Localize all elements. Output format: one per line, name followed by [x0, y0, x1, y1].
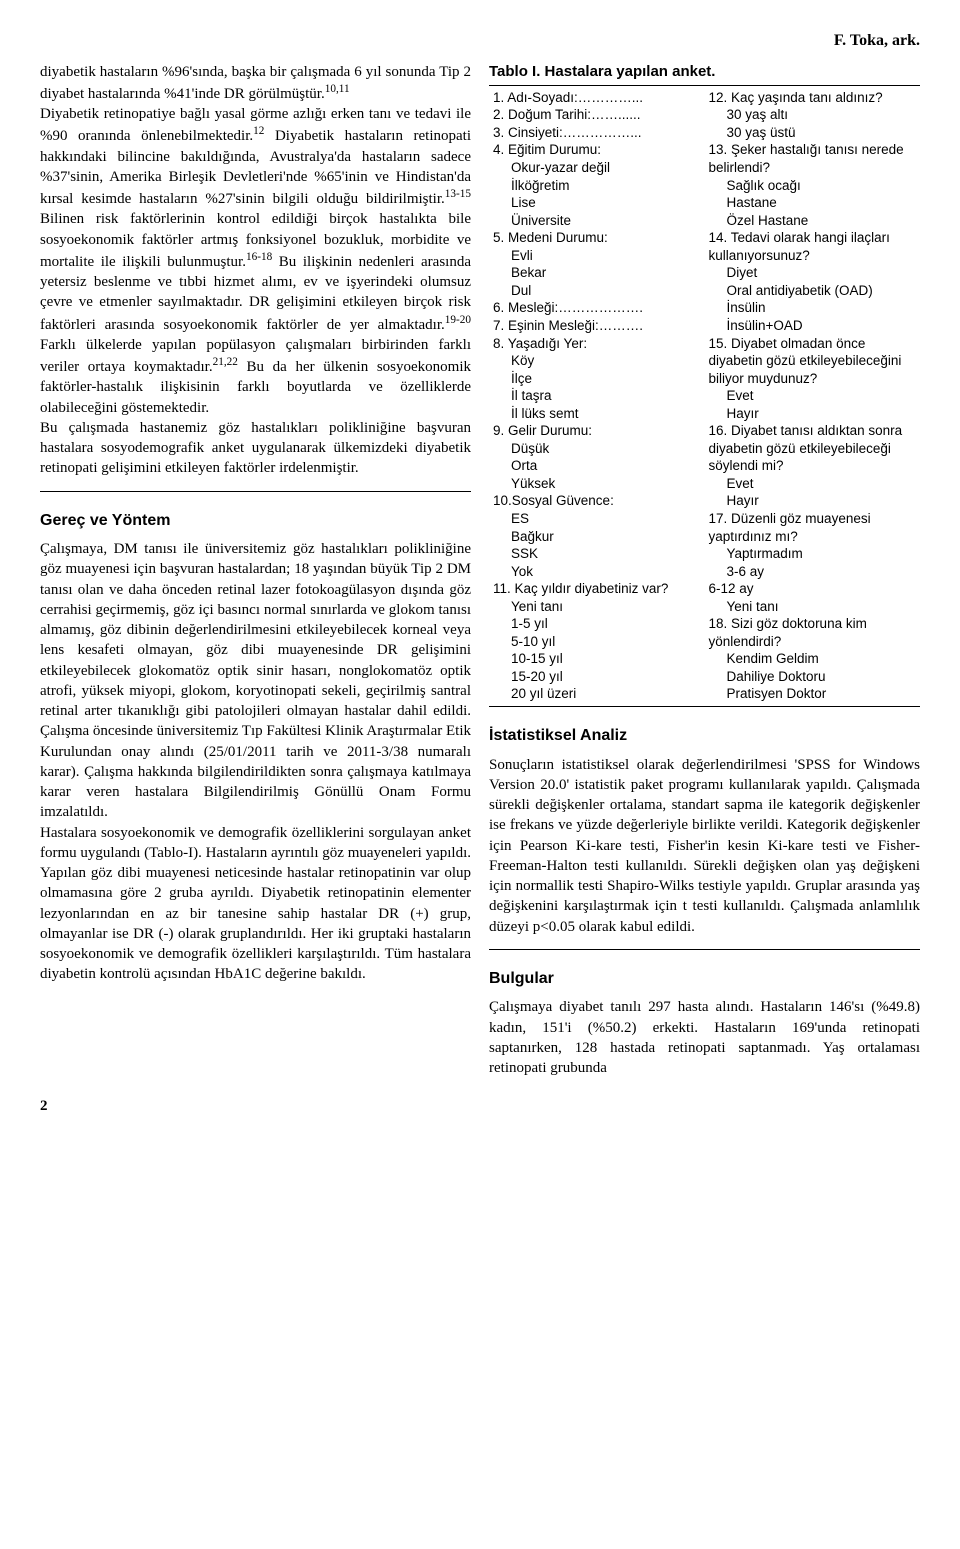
survey-line: 6. Mesleği:………………. [493, 299, 701, 317]
two-column-layout: diyabetik hastaların %96'sında, başka bi… [40, 62, 920, 1079]
stats-paragraph: Sonuçların istatistiksel olarak değerlen… [489, 755, 920, 937]
left-column: diyabetik hastaların %96'sında, başka bi… [40, 62, 471, 1079]
survey-line: 5. Medeni Durumu: [493, 229, 701, 247]
survey-line: Evet [709, 387, 917, 405]
survey-line: 14. Tedavi olarak hangi ilaçları kullanı… [709, 229, 917, 264]
results-paragraph: Çalışmaya diyabet tanılı 297 hasta alınd… [489, 997, 920, 1078]
survey-line: Evet [709, 475, 917, 493]
survey-line: Yeni tanı [709, 598, 917, 616]
survey-line: Üniversite [493, 212, 701, 230]
survey-line: İnsülin [709, 299, 917, 317]
survey-line: Bağkur [493, 528, 701, 546]
survey-line: 5-10 yıl [493, 633, 701, 651]
survey-line: Evli [493, 247, 701, 265]
table-title: Tablo I. Hastalara yapılan anket. [489, 62, 920, 82]
survey-line: Orta [493, 457, 701, 475]
survey-line: Dahiliye Doktoru [709, 668, 917, 686]
survey-line: Diyet [709, 264, 917, 282]
survey-line: 18. Sizi göz doktoruna kim yönlendirdi? [709, 615, 917, 650]
survey-line: 11. Kaç yıldır diyabetiniz var? [493, 580, 701, 598]
right-column: Tablo I. Hastalara yapılan anket. 1. Adı… [489, 62, 920, 1079]
survey-line: 30 yaş üstü [709, 124, 917, 142]
survey-line: Lise [493, 194, 701, 212]
survey-line: Oral antidiyabetik (OAD) [709, 282, 917, 300]
survey-line: Yaptırmadım [709, 545, 917, 563]
survey-line: Köy [493, 352, 701, 370]
author-header: F. Toka, ark. [40, 30, 920, 52]
survey-line: Hayır [709, 492, 917, 510]
survey-line: Hastane [709, 194, 917, 212]
survey-line: 17. Düzenli göz muayenesi yaptırdınız mı… [709, 510, 917, 545]
section-divider-2 [489, 949, 920, 950]
methods-paragraph-2: Hastalara sosyoekonomik ve demografik öz… [40, 823, 471, 985]
results-heading: Bulgular [489, 968, 920, 990]
survey-line: 10-15 yıl [493, 650, 701, 668]
survey-line: 6-12 ay [709, 580, 917, 598]
survey-line: 3-6 ay [709, 563, 917, 581]
survey-line: 13. Şeker hastalığı tanısı nerede belirl… [709, 141, 917, 176]
survey-line: İl taşra [493, 387, 701, 405]
survey-line: Yeni tanı [493, 598, 701, 616]
intro-paragraph-2: Diyabetik retinopatiye bağlı yasal görme… [40, 104, 471, 418]
survey-line: İlköğretim [493, 177, 701, 195]
table-right-col: 12. Kaç yaşında tanı aldınız?30 yaş altı… [705, 89, 921, 703]
survey-line: 15-20 yıl [493, 668, 701, 686]
survey-line: 1. Adı-Soyadı:…………... [493, 89, 701, 107]
intro-paragraph-1: diyabetik hastaların %96'sında, başka bi… [40, 62, 471, 105]
table-left-col: 1. Adı-Soyadı:…………...2. Doğum Tarihi:…….… [489, 89, 705, 703]
survey-line: Pratisyen Doktor [709, 685, 917, 703]
survey-line: İnsülin+OAD [709, 317, 917, 335]
survey-line: 20 yıl üzeri [493, 685, 701, 703]
survey-line: 3. Cinsiyeti:……………... [493, 124, 701, 142]
survey-line: Yok [493, 563, 701, 581]
survey-line: 12. Kaç yaşında tanı aldınız? [709, 89, 917, 107]
survey-line: 30 yaş altı [709, 106, 917, 124]
methods-heading: Gereç ve Yöntem [40, 510, 471, 532]
survey-line: Düşük [493, 440, 701, 458]
survey-line: ES [493, 510, 701, 528]
survey-line: Yüksek [493, 475, 701, 493]
survey-line: SSK [493, 545, 701, 563]
survey-line: Kendim Geldim [709, 650, 917, 668]
survey-line: 1-5 yıl [493, 615, 701, 633]
page-number: 2 [40, 1096, 920, 1116]
survey-line: 4. Eğitim Durumu: [493, 141, 701, 159]
survey-table: 1. Adı-Soyadı:…………...2. Doğum Tarihi:…….… [489, 85, 920, 707]
survey-line: Sağlık ocağı [709, 177, 917, 195]
survey-line: Okur-yazar değil [493, 159, 701, 177]
section-divider [40, 491, 471, 492]
survey-line: İl lüks semt [493, 405, 701, 423]
survey-line: 16. Diyabet tanısı aldıktan sonra diyabe… [709, 422, 917, 475]
survey-line: 9. Gelir Durumu: [493, 422, 701, 440]
methods-paragraph-1: Çalışmaya, DM tanısı ile üniversitemiz g… [40, 539, 471, 823]
survey-line: İlçe [493, 370, 701, 388]
stats-heading: İstatistiksel Analiz [489, 725, 920, 747]
intro-paragraph-3: Bu çalışmada hastanemiz göz hastalıkları… [40, 418, 471, 479]
survey-line: 8. Yaşadığı Yer: [493, 335, 701, 353]
survey-line: Hayır [709, 405, 917, 423]
survey-line: 10.Sosyal Güvence: [493, 492, 701, 510]
survey-line: Dul [493, 282, 701, 300]
survey-line: 15. Diyabet olmadan önce diyabetin gözü … [709, 335, 917, 388]
survey-line: Özel Hastane [709, 212, 917, 230]
survey-line: 2. Doğum Tarihi:……...... [493, 106, 701, 124]
survey-line: Bekar [493, 264, 701, 282]
survey-line: 7. Eşinin Mesleği:………. [493, 317, 701, 335]
